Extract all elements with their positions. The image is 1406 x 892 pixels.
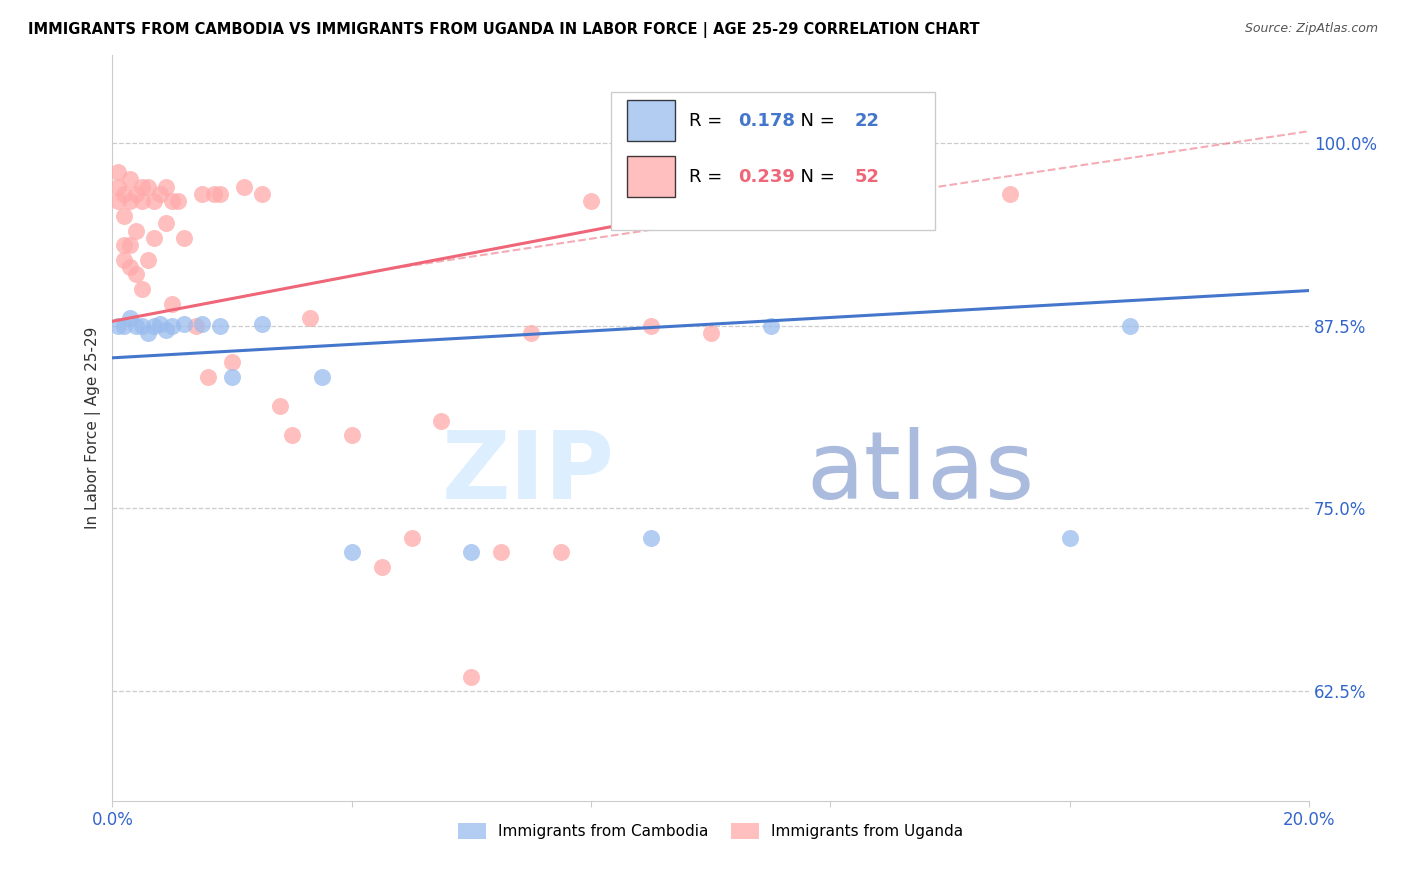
- Text: 52: 52: [855, 168, 879, 186]
- Point: [430, 414, 453, 428]
- Point: [149, 187, 172, 202]
- Point: [112, 318, 135, 333]
- FancyBboxPatch shape: [627, 100, 675, 141]
- Text: 22: 22: [855, 112, 879, 129]
- Text: 0.239: 0.239: [738, 168, 796, 186]
- Point: [107, 179, 129, 194]
- Point: [107, 318, 129, 333]
- Point: [700, 326, 723, 340]
- Point: [550, 545, 572, 559]
- Point: [640, 531, 662, 545]
- Point: [143, 194, 166, 209]
- Point: [112, 187, 135, 202]
- Point: [131, 194, 153, 209]
- Text: IMMIGRANTS FROM CAMBODIA VS IMMIGRANTS FROM UGANDA IN LABOR FORCE | AGE 25-29 CO: IMMIGRANTS FROM CAMBODIA VS IMMIGRANTS F…: [28, 22, 980, 38]
- Point: [460, 545, 482, 559]
- Point: [197, 369, 219, 384]
- Point: [112, 238, 135, 252]
- Point: [340, 428, 363, 442]
- Point: [120, 260, 142, 275]
- Point: [340, 545, 363, 559]
- Point: [131, 179, 153, 194]
- Text: N =: N =: [789, 112, 839, 129]
- Point: [1118, 318, 1140, 333]
- Text: atlas: atlas: [807, 426, 1035, 519]
- Point: [173, 231, 195, 245]
- Text: 0.178: 0.178: [738, 112, 796, 129]
- Point: [107, 194, 129, 209]
- Point: [120, 238, 142, 252]
- Point: [250, 187, 273, 202]
- Point: [143, 231, 166, 245]
- Point: [143, 318, 166, 333]
- Text: ZIP: ZIP: [441, 426, 614, 519]
- Point: [520, 326, 543, 340]
- Point: [162, 296, 184, 310]
- Point: [120, 194, 142, 209]
- Point: [311, 369, 333, 384]
- Point: [155, 216, 177, 230]
- Point: [579, 194, 602, 209]
- Point: [162, 318, 184, 333]
- Point: [149, 317, 172, 331]
- Text: R =: R =: [689, 168, 728, 186]
- Point: [191, 317, 214, 331]
- Point: [125, 318, 148, 333]
- Point: [759, 318, 782, 333]
- Point: [120, 311, 142, 326]
- Point: [162, 194, 184, 209]
- Point: [298, 311, 321, 326]
- Point: [136, 326, 159, 340]
- Point: [136, 179, 159, 194]
- Point: [131, 282, 153, 296]
- Point: [191, 187, 214, 202]
- Point: [120, 172, 142, 186]
- Point: [491, 545, 513, 559]
- Point: [107, 165, 129, 179]
- Text: Source: ZipAtlas.com: Source: ZipAtlas.com: [1244, 22, 1378, 36]
- Point: [640, 318, 662, 333]
- Point: [173, 317, 195, 331]
- Text: R =: R =: [689, 112, 728, 129]
- Point: [209, 318, 232, 333]
- Point: [370, 560, 392, 574]
- Point: [250, 317, 273, 331]
- Point: [125, 187, 148, 202]
- Point: [125, 268, 148, 282]
- FancyBboxPatch shape: [627, 156, 675, 197]
- Text: N =: N =: [789, 168, 839, 186]
- Point: [401, 531, 423, 545]
- Point: [221, 369, 243, 384]
- Point: [202, 187, 225, 202]
- Point: [186, 318, 208, 333]
- Point: [209, 187, 232, 202]
- Point: [820, 187, 842, 202]
- Point: [155, 179, 177, 194]
- Point: [112, 252, 135, 267]
- Point: [131, 318, 153, 333]
- Legend: Immigrants from Cambodia, Immigrants from Uganda: Immigrants from Cambodia, Immigrants fro…: [453, 817, 969, 846]
- Point: [167, 194, 190, 209]
- Point: [233, 179, 256, 194]
- FancyBboxPatch shape: [612, 93, 935, 230]
- Point: [155, 323, 177, 337]
- Point: [998, 187, 1021, 202]
- Point: [460, 670, 482, 684]
- Point: [221, 355, 243, 369]
- Y-axis label: In Labor Force | Age 25-29: In Labor Force | Age 25-29: [86, 326, 101, 529]
- Point: [136, 252, 159, 267]
- Point: [125, 224, 148, 238]
- Point: [112, 209, 135, 223]
- Point: [281, 428, 304, 442]
- Point: [1059, 531, 1081, 545]
- Point: [269, 399, 291, 413]
